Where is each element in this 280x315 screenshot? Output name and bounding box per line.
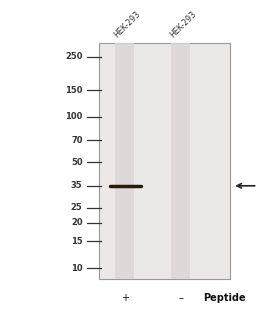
- Text: 70: 70: [71, 136, 83, 145]
- Text: 20: 20: [71, 218, 83, 227]
- Text: HEK-293: HEK-293: [112, 9, 142, 39]
- Bar: [115, 43, 134, 279]
- Text: 100: 100: [65, 112, 83, 121]
- Text: 50: 50: [71, 158, 83, 167]
- Text: 150: 150: [65, 86, 83, 95]
- Text: 25: 25: [71, 203, 83, 212]
- Bar: [171, 43, 190, 279]
- Text: 15: 15: [71, 237, 83, 246]
- Text: –: –: [178, 293, 183, 303]
- Bar: [99, 43, 230, 279]
- Text: 10: 10: [71, 264, 83, 272]
- Text: Peptide: Peptide: [203, 293, 245, 303]
- Text: +: +: [121, 293, 129, 303]
- Text: 35: 35: [71, 181, 83, 190]
- Text: 250: 250: [65, 52, 83, 61]
- Text: HEK-293: HEK-293: [168, 9, 198, 39]
